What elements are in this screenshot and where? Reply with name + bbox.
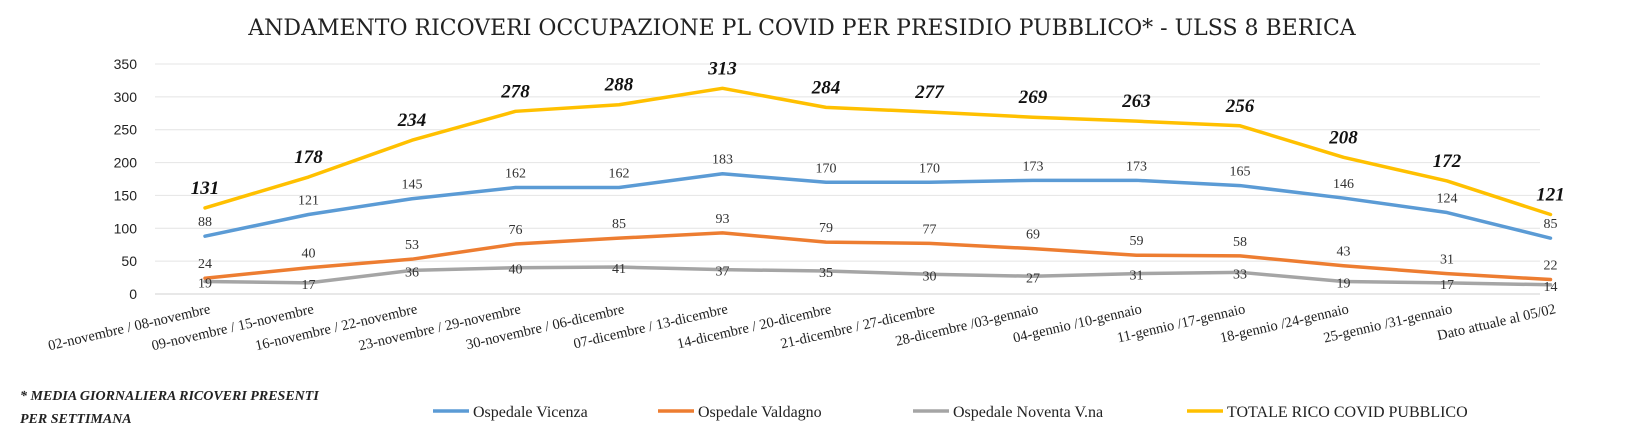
data-label: 36: [405, 265, 419, 280]
data-label: 146: [1333, 177, 1354, 192]
data-label: 121: [298, 193, 319, 208]
series-layer: [203, 86, 1553, 287]
data-label: 263: [1121, 91, 1151, 112]
data-label: 162: [609, 167, 630, 182]
legend: Ospedale Vicenza Ospedale Valdagno Ospedal…: [433, 404, 1468, 421]
data-label: 35: [819, 266, 833, 281]
data-label: 93: [716, 212, 730, 227]
legend-label: Ospedale Valdagno: [698, 404, 822, 421]
footnote-line-1: * MEDIA GIORNALIERA RICOVERI PRESENTI: [20, 389, 319, 404]
footnote-line-2: PER SETTIMANA: [20, 412, 132, 427]
data-label: 17: [302, 278, 316, 293]
data-label: 277: [914, 82, 945, 103]
series-line-0: [203, 171, 1553, 240]
y-tick-label: 150: [114, 187, 138, 203]
data-label: 172: [1433, 151, 1462, 172]
legend-label: TOTALE RICO COVID PUBBLICO: [1227, 404, 1468, 421]
y-tick-label: 350: [114, 56, 138, 72]
y-tick-label: 100: [114, 220, 138, 236]
data-label: 17: [1440, 278, 1454, 293]
y-tick-label: 50: [121, 253, 137, 269]
data-labels: 88 121 145 162 162 183 170 170 173 173 165 146 124 85…: [191, 58, 1565, 294]
data-label: 173: [1126, 159, 1147, 174]
data-label: 40: [302, 247, 316, 262]
data-label: 14: [1544, 280, 1558, 295]
data-label: 88: [198, 215, 212, 230]
legend-label: Ospedale Noventa V.na: [953, 404, 1103, 421]
data-label: 256: [1225, 96, 1255, 117]
data-label: 173: [1023, 159, 1044, 174]
data-label: 19: [198, 277, 212, 292]
data-label: 208: [1328, 127, 1358, 148]
data-label: 170: [816, 161, 837, 176]
data-label: 41: [612, 262, 626, 277]
data-label: 19: [1337, 277, 1351, 292]
data-label: 121: [1536, 184, 1565, 205]
data-label: 58: [1233, 235, 1247, 250]
chart-title: ANDAMENTO RICOVERI OCCUPAZIONE PL COVID …: [247, 16, 1357, 41]
y-axis: 0 50 100 150 200 250 300 350: [114, 56, 138, 302]
data-label: 284: [811, 77, 841, 98]
y-tick-label: 0: [129, 286, 137, 302]
data-label: 269: [1018, 87, 1048, 108]
y-tick-label: 200: [114, 155, 138, 171]
data-label: 145: [402, 178, 423, 193]
data-label: 37: [716, 265, 730, 280]
x-tick-label: Dato attuale al 05/02: [1436, 301, 1558, 344]
data-label: 69: [1026, 228, 1040, 243]
data-label: 278: [500, 81, 530, 102]
data-label: 59: [1130, 234, 1144, 249]
data-label: 30: [923, 269, 937, 284]
y-tick-label: 250: [114, 122, 138, 138]
legend-label: Ospedale Vicenza: [473, 404, 588, 421]
series-line-1: [203, 231, 1553, 282]
data-label: 53: [405, 238, 419, 253]
y-tick-label: 300: [114, 89, 138, 105]
data-label: 234: [397, 110, 427, 131]
data-label: 183: [712, 153, 733, 168]
series-line-3: [203, 86, 1553, 217]
series-line-2: [203, 265, 1553, 287]
data-label: 170: [919, 161, 940, 176]
data-label: 76: [509, 223, 523, 238]
data-label: 27: [1026, 271, 1040, 286]
data-label: 165: [1230, 165, 1251, 180]
data-label: 288: [604, 75, 634, 96]
footnote: * MEDIA GIORNALIERA RICOVERI PRESENTI PE…: [20, 389, 319, 427]
data-label: 31: [1440, 253, 1454, 268]
data-label: 162: [505, 167, 526, 182]
data-label: 24: [198, 257, 212, 272]
data-label: 33: [1233, 267, 1247, 282]
data-label: 178: [294, 147, 323, 168]
data-label: 79: [819, 221, 833, 236]
data-label: 77: [923, 222, 937, 237]
data-label: 85: [1544, 217, 1558, 232]
data-label: 40: [509, 263, 523, 278]
data-label: 313: [707, 58, 737, 79]
data-label: 22: [1544, 259, 1558, 274]
data-label: 131: [191, 178, 220, 199]
data-label: 85: [612, 217, 626, 232]
data-label: 43: [1337, 245, 1351, 260]
data-label: 31: [1130, 269, 1144, 284]
data-label: 124: [1437, 192, 1458, 207]
